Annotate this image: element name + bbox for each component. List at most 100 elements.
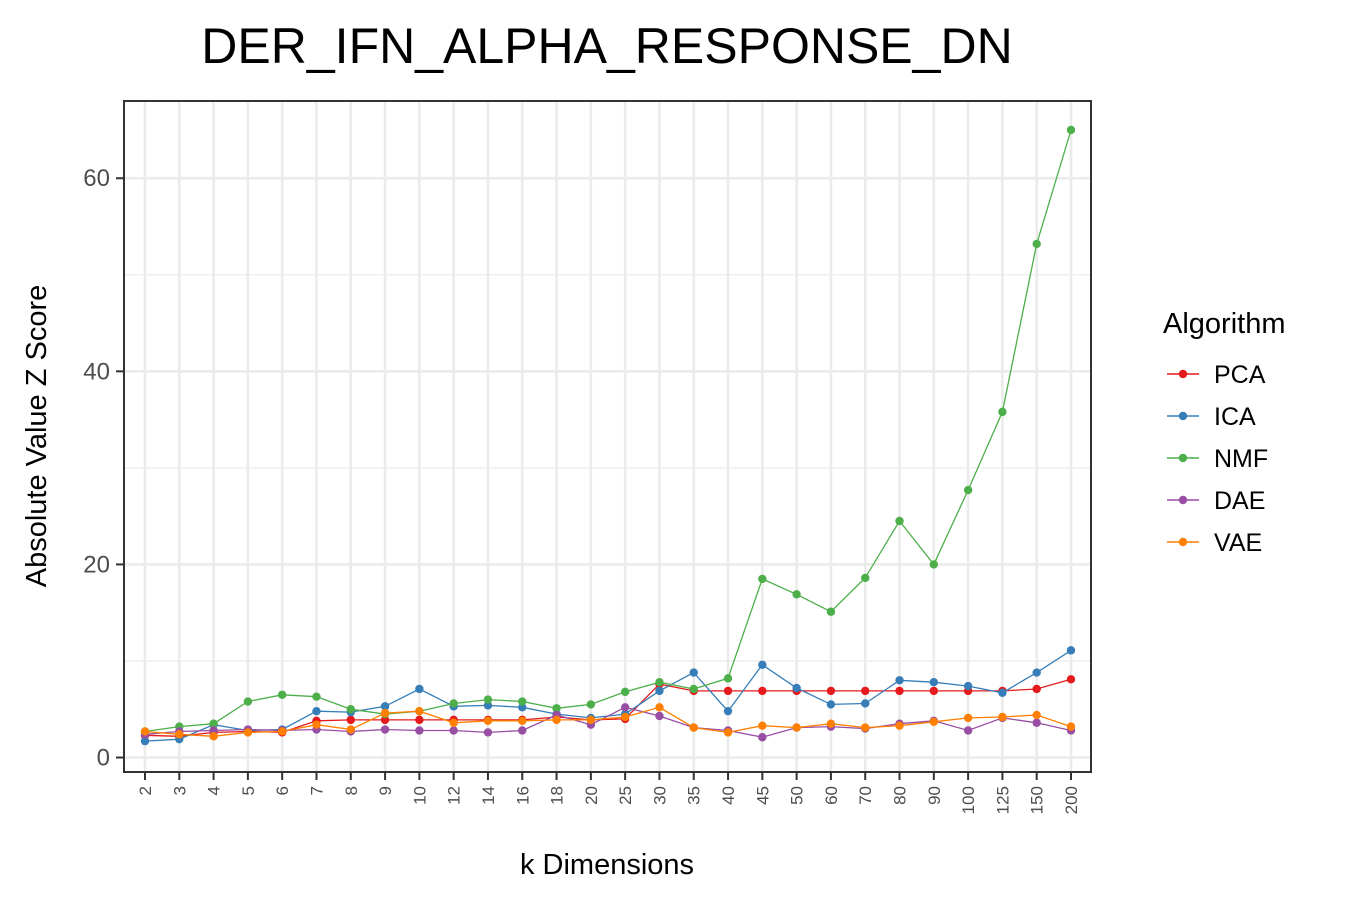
legend-label-vae: VAE (1214, 529, 1262, 557)
data-point-pca (346, 715, 355, 725)
data-point-pca (826, 686, 836, 696)
data-point-pca (861, 686, 870, 696)
data-point-pca (723, 686, 733, 696)
data-point-pca (1032, 684, 1041, 694)
data-point-vae (689, 723, 698, 732)
x-tick-label: 2 (136, 786, 155, 795)
data-point-nmf (998, 407, 1007, 417)
data-point-vae (277, 727, 287, 736)
x-tick-label: 4 (205, 786, 224, 795)
data-point-dae (209, 726, 218, 735)
x-tick-label: 12 (445, 786, 464, 805)
data-point-vae (792, 723, 801, 732)
data-point-vae (620, 712, 630, 722)
data-point-ica (826, 700, 836, 709)
data-point-vae (312, 720, 321, 729)
legend-label-dae: DAE (1214, 487, 1265, 515)
data-point-ica (380, 702, 390, 711)
data-point-vae (346, 725, 355, 734)
data-point-vae (552, 715, 561, 725)
data-point-ica (483, 701, 493, 710)
y-tick-label: 40 (83, 358, 110, 385)
data-point-dae (415, 726, 424, 735)
data-point-pca (380, 715, 390, 725)
data-point-nmf (963, 485, 973, 495)
data-point-nmf (209, 719, 218, 728)
y-axis: 0 20 40 60 (83, 165, 124, 772)
data-point-dae (518, 726, 527, 735)
x-tick-label: 6 (273, 786, 292, 795)
data-point-ica (998, 688, 1007, 698)
data-point-ica (518, 703, 527, 712)
data-point-dae (449, 726, 458, 735)
x-tick-label: 14 (479, 786, 498, 805)
data-point-dae (620, 703, 630, 712)
data-point-vae (861, 723, 870, 732)
data-point-ica (140, 736, 150, 746)
data-point-pca (758, 686, 767, 696)
legend-label-ica: ICA (1214, 403, 1256, 431)
data-point-nmf (929, 560, 939, 569)
data-point-nmf (243, 697, 253, 706)
data-point-vae (483, 716, 493, 726)
data-point-nmf (723, 674, 733, 683)
series-line-dae (144, 706, 1072, 738)
x-tick-label: 25 (616, 786, 635, 805)
data-point-nmf (483, 695, 493, 704)
data-point-nmf (689, 684, 698, 694)
y-tick-label: 0 (97, 745, 110, 772)
data-point-nmf (826, 607, 836, 616)
series-vae (140, 703, 1076, 741)
legend-key-point-dae (1178, 495, 1188, 505)
chart-title: DER_IFN_ALPHA_RESPONSE_DN (201, 18, 1012, 74)
data-point-vae (209, 732, 218, 741)
x-tick-label: 10 (410, 786, 429, 805)
plot-panel-border (123, 100, 1092, 773)
legend-item-nmf: NMF (1167, 445, 1268, 473)
x-tick-label: 3 (170, 786, 189, 795)
series-line-pca (144, 678, 1072, 737)
data-point-ica (861, 699, 870, 708)
legend-key-point-pca (1178, 369, 1188, 379)
x-tick-label: 150 (1028, 786, 1047, 814)
data-point-nmf (792, 590, 801, 599)
x-tick-label: 16 (513, 786, 532, 805)
x-tick-label: 50 (788, 786, 807, 805)
data-point-nmf (312, 692, 321, 701)
data-point-vae (449, 718, 458, 727)
x-tick-label: 18 (548, 786, 567, 805)
x-tick-label: 70 (856, 786, 875, 805)
data-point-vae (243, 728, 253, 737)
data-point-dae (483, 728, 493, 737)
data-point-nmf (895, 516, 904, 526)
data-point-vae (1032, 710, 1041, 720)
data-point-nmf (1032, 239, 1041, 249)
data-point-ica (1066, 646, 1076, 655)
data-point-ica (929, 678, 939, 687)
major-gridlines (124, 101, 1091, 772)
data-point-nmf (655, 678, 664, 687)
legend-key-point-nmf (1178, 453, 1188, 463)
x-tick-label: 80 (891, 786, 910, 805)
data-point-nmf (346, 705, 355, 714)
data-point-nmf (1066, 125, 1076, 135)
data-point-pca (415, 715, 424, 725)
data-point-vae (963, 713, 973, 723)
data-point-vae (998, 712, 1007, 722)
x-tick-label: 90 (925, 786, 944, 805)
data-point-vae (929, 717, 939, 726)
x-tick-label: 100 (959, 786, 978, 814)
data-point-dae (963, 726, 973, 735)
data-point-vae (758, 721, 767, 730)
x-tick-label: 45 (753, 786, 772, 805)
legend-item-pca: PCA (1167, 361, 1266, 389)
x-tick-label: 60 (822, 786, 841, 805)
data-point-ica (312, 706, 321, 716)
legend-item-ica: ICA (1167, 403, 1256, 431)
series-layer (140, 125, 1076, 746)
data-point-ica (723, 706, 733, 716)
data-point-ica (655, 686, 664, 696)
legend-label-nmf: NMF (1214, 445, 1268, 473)
legend-item-vae: VAE (1167, 529, 1262, 557)
